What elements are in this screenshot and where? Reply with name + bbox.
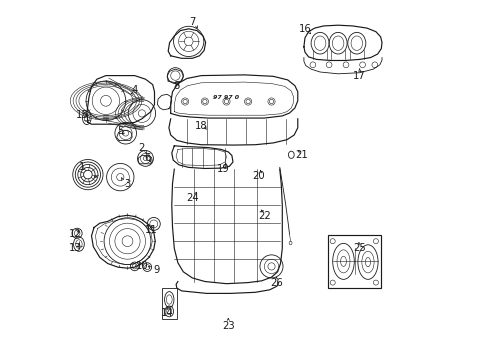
Text: 23: 23: [222, 321, 234, 331]
Text: 2: 2: [139, 143, 145, 153]
Text: 9: 9: [153, 265, 159, 275]
Text: 3: 3: [124, 179, 130, 189]
Text: 1: 1: [79, 162, 85, 172]
Text: 25: 25: [353, 243, 366, 253]
Text: 24: 24: [185, 193, 198, 203]
Text: 8: 8: [173, 81, 179, 91]
Text: 6: 6: [144, 153, 150, 163]
Text: 5: 5: [117, 126, 123, 136]
Text: 17: 17: [353, 71, 366, 81]
Text: 22: 22: [257, 211, 270, 221]
Text: 12: 12: [69, 229, 81, 239]
Text: 14: 14: [161, 308, 173, 318]
Bar: [327, 235, 381, 288]
Text: 97 97 0: 97 97 0: [213, 95, 239, 100]
Text: 13: 13: [69, 243, 81, 253]
Text: 20: 20: [252, 171, 264, 181]
Text: 19: 19: [216, 164, 229, 174]
Text: 10: 10: [135, 261, 148, 271]
Text: 7: 7: [189, 17, 195, 27]
Text: 21: 21: [295, 150, 308, 160]
Text: 26: 26: [270, 278, 283, 288]
Text: 18: 18: [195, 121, 207, 131]
Text: 11: 11: [144, 225, 157, 235]
Text: 15: 15: [76, 110, 89, 120]
Bar: [162, 288, 177, 319]
Text: 4: 4: [131, 85, 138, 95]
Text: 16: 16: [299, 24, 311, 34]
